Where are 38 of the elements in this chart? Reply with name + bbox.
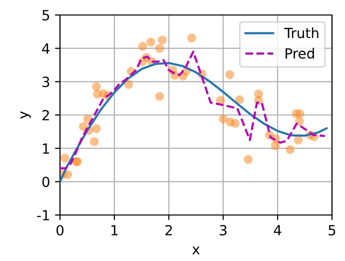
point — [158, 36, 167, 44]
x-tick-label: 1 — [112, 225, 118, 236]
point — [218, 114, 228, 124]
legend-label: Truth — [284, 28, 318, 38]
point — [90, 137, 99, 146]
point — [92, 124, 101, 134]
point — [230, 118, 240, 128]
point — [294, 116, 304, 126]
legend-label: Pred — [286, 48, 314, 59]
x-tick-label: 3 — [220, 224, 227, 236]
y-tick-label: 2 — [42, 110, 49, 120]
point — [60, 154, 70, 162]
y-tick-label: 0 — [42, 176, 50, 188]
point — [92, 82, 101, 92]
point — [138, 42, 148, 51]
x-axis-title: x — [192, 246, 200, 254]
point — [286, 145, 295, 154]
point — [155, 92, 164, 101]
point — [296, 109, 304, 118]
point — [235, 95, 244, 104]
point — [244, 154, 253, 164]
point — [225, 70, 234, 80]
y-tick-label: 4 — [42, 43, 50, 54]
x-tick-label: 4 — [274, 225, 282, 236]
point — [187, 34, 196, 42]
y-tick-label: -1 — [37, 210, 49, 220]
y-tick-label: 5 — [42, 10, 50, 20]
y-axis-title: y — [20, 111, 31, 119]
x-tick-label: 2 — [165, 224, 172, 236]
point — [155, 44, 164, 53]
point — [124, 80, 133, 89]
point — [294, 136, 303, 144]
point — [271, 141, 280, 150]
point — [146, 38, 156, 46]
y-tick-label: 3 — [42, 76, 50, 88]
x-tick-label: 0 — [56, 224, 64, 236]
y-tick-label: 1 — [42, 143, 49, 154]
x-tick-label: 5 — [328, 225, 336, 236]
